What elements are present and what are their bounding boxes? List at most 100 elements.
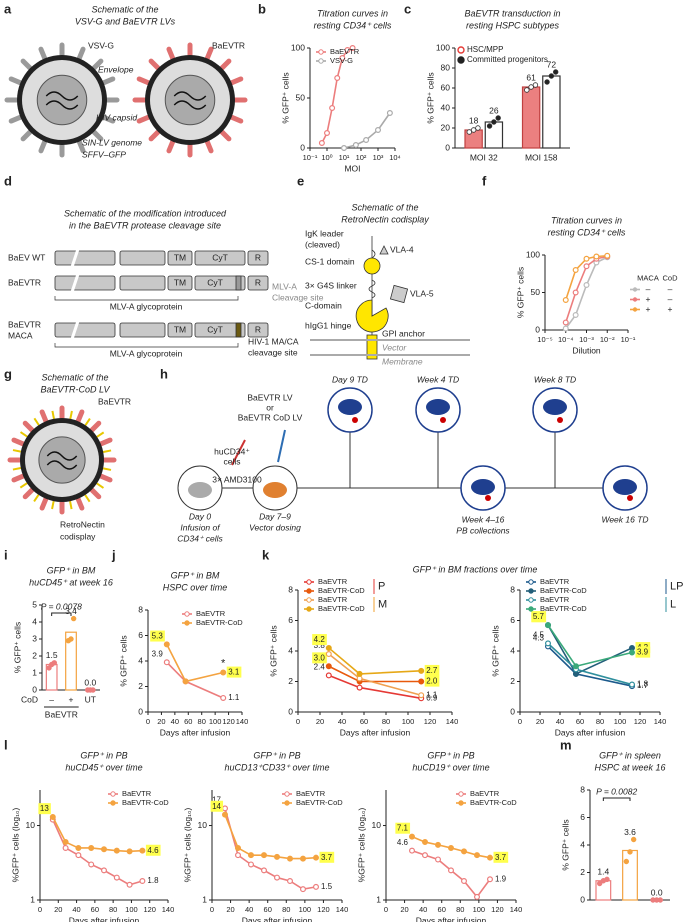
domain: TM [174, 252, 186, 262]
chart-title: Titration curves in [317, 8, 388, 18]
point [126, 881, 133, 888]
point [62, 839, 69, 846]
label-highlight [312, 634, 327, 646]
point [572, 267, 579, 274]
replicate [475, 125, 481, 131]
point [325, 663, 332, 670]
chart-title: huCD45⁺ over time [65, 762, 142, 772]
value-label: 5.3 [152, 632, 164, 641]
point [435, 856, 442, 863]
x-tick-label: 140 [236, 717, 249, 726]
chart-title: HSPC over time [163, 582, 228, 592]
value-label: 18 [469, 115, 479, 125]
y-axis-label: % GFP⁺ cells [425, 72, 435, 123]
point [222, 811, 229, 818]
y-tick-label: 2 [288, 676, 293, 686]
y-tick-label: 80 [441, 62, 451, 72]
y-tick-label: 20 [441, 122, 451, 132]
panel-label: d [4, 173, 12, 188]
legend-label: BaEVTR [318, 577, 348, 586]
line [328, 647, 422, 675]
label-highlight [531, 611, 547, 623]
y-tick-label: 4 [580, 839, 585, 849]
panel-label: m [560, 737, 572, 752]
chart-title: GFP⁺ in PB [80, 750, 127, 760]
x-tick-label: 140 [654, 717, 667, 726]
diagram-title: in the BaEVTR protease cleavage site [69, 220, 221, 230]
y-tick-label: 100 [436, 42, 450, 52]
label: VSV-G [88, 40, 114, 50]
legend-label: + [646, 294, 651, 304]
point [324, 130, 331, 137]
legend-label: + [646, 304, 651, 314]
row-label: BaEV WT [8, 252, 45, 262]
point [487, 854, 494, 861]
diagram-title: Schematic of the [351, 202, 418, 212]
point [572, 289, 579, 296]
x-tick-label: 20 [316, 717, 324, 726]
legend-label: – [646, 284, 651, 294]
legend-label: BaEVTR-CoD [318, 604, 365, 613]
legend-label: BaEVTR [540, 577, 570, 586]
value-label: 1.1 [228, 693, 240, 702]
label: BaEVTR LV [247, 392, 293, 402]
x-axis-label: Days after infusion [69, 915, 140, 922]
point [100, 846, 107, 853]
legend-label: – [668, 284, 673, 294]
genome [46, 451, 78, 470]
label-highlight [319, 851, 335, 863]
value-label: 4.6 [397, 838, 409, 847]
y-tick-label: 10 [372, 820, 382, 830]
point [487, 876, 494, 883]
label-highlight [395, 822, 411, 834]
x-tick-label: 20 [400, 905, 408, 914]
codisplay [69, 501, 73, 510]
label: BaEVTR CoD LV [238, 412, 303, 422]
label: CS-1 domain [305, 256, 355, 266]
replicate [491, 119, 497, 125]
point [544, 622, 551, 629]
y-tick-label: 8 [138, 604, 143, 614]
replicate [544, 79, 550, 85]
point [583, 255, 590, 262]
point [325, 672, 332, 679]
legend-swatch [306, 606, 312, 612]
label: 3× AMD3100 [212, 474, 262, 484]
value-label: 3.4 [65, 606, 77, 616]
legend-swatch [306, 588, 312, 594]
y-tick-label: 6 [580, 812, 585, 822]
row-label: MACA [8, 330, 33, 340]
spike [76, 139, 86, 154]
legend-swatch [458, 791, 464, 797]
x-tick-label: 80 [198, 717, 206, 726]
point [261, 867, 268, 874]
x-tick-label: 10¹ [339, 153, 350, 162]
legend-label: BaEVTR-CoD [540, 586, 587, 595]
codisplay [84, 417, 91, 426]
point [139, 877, 146, 884]
legend-label: Committed progenitors [467, 55, 548, 64]
value-label: 13 [40, 804, 49, 813]
significance-bracket [51, 612, 72, 616]
point [339, 54, 346, 61]
significance-bracket [602, 797, 631, 801]
chart-title: huCD19⁺ over time [412, 762, 489, 772]
replicate [486, 123, 493, 129]
label: SIN-LV genome [82, 137, 142, 147]
codisplay [51, 500, 55, 510]
legend-header: CoD [662, 273, 678, 282]
label: HIV capsid [96, 112, 137, 122]
x-tick-label: 100 [299, 905, 312, 914]
label: cleavage site [248, 347, 298, 357]
legend-label: BaEVTR [196, 609, 226, 618]
point [461, 877, 468, 884]
replicate [596, 880, 603, 887]
replicate [46, 665, 52, 671]
y-tick-label: 4 [288, 645, 293, 655]
legend-label: – [668, 294, 673, 304]
spike [8, 76, 23, 86]
domain: CyT [207, 277, 223, 287]
spike [148, 129, 161, 142]
point [593, 253, 600, 260]
